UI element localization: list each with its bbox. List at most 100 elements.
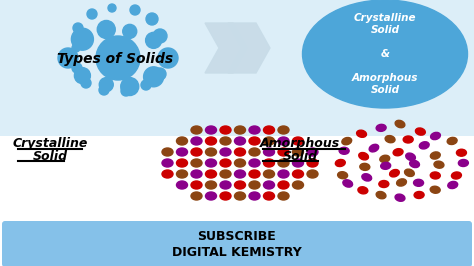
Ellipse shape [220,126,231,134]
Ellipse shape [381,162,391,169]
Ellipse shape [451,172,461,179]
Ellipse shape [220,137,231,145]
Ellipse shape [430,152,440,159]
Ellipse shape [220,192,231,200]
Ellipse shape [335,159,345,167]
Ellipse shape [264,137,274,145]
Text: DIGITAL KEMISTRY: DIGITAL KEMISTRY [172,246,302,259]
Ellipse shape [292,181,303,189]
Text: SUBSCRIBE: SUBSCRIBE [198,230,276,243]
Circle shape [121,77,139,95]
Circle shape [58,48,78,68]
Ellipse shape [249,148,260,156]
Ellipse shape [249,137,260,145]
Circle shape [141,80,151,90]
Circle shape [72,28,93,50]
Circle shape [123,24,137,38]
Text: Types of Solids: Types of Solids [57,52,173,66]
Ellipse shape [390,169,399,177]
Ellipse shape [278,170,289,178]
Ellipse shape [376,124,386,131]
Ellipse shape [458,160,468,167]
Ellipse shape [191,126,202,134]
Ellipse shape [393,149,403,156]
Ellipse shape [220,159,231,167]
Ellipse shape [307,170,318,178]
Circle shape [99,78,113,92]
Ellipse shape [162,148,173,156]
Ellipse shape [337,172,347,179]
Ellipse shape [359,152,368,160]
Bar [0,0,474,136]
Circle shape [158,48,178,68]
Ellipse shape [191,192,202,200]
Ellipse shape [235,148,246,156]
Text: Crystalline
Solid

&

Amorphous
Solid: Crystalline Solid & Amorphous Solid [352,13,418,95]
Ellipse shape [235,181,246,189]
Ellipse shape [278,137,289,145]
Ellipse shape [264,148,274,156]
Ellipse shape [176,170,188,178]
Ellipse shape [406,153,415,161]
Ellipse shape [413,179,424,186]
Ellipse shape [358,187,368,194]
Ellipse shape [235,126,246,134]
Text: Amorphous: Amorphous [260,138,340,151]
Ellipse shape [376,192,386,199]
Ellipse shape [302,0,467,108]
Ellipse shape [220,181,231,189]
Ellipse shape [403,136,413,143]
Ellipse shape [278,126,289,134]
Ellipse shape [162,159,173,167]
Circle shape [96,36,140,80]
Ellipse shape [430,186,440,193]
Ellipse shape [278,192,289,200]
Circle shape [130,5,140,15]
Circle shape [159,53,169,63]
Ellipse shape [397,179,406,186]
Ellipse shape [264,159,274,167]
Ellipse shape [419,142,429,149]
Ellipse shape [235,192,246,200]
Ellipse shape [206,181,217,189]
Circle shape [108,4,116,12]
Ellipse shape [434,161,444,168]
Ellipse shape [278,181,289,189]
Ellipse shape [249,126,260,134]
Ellipse shape [278,148,289,156]
Ellipse shape [264,192,274,200]
Ellipse shape [206,137,217,145]
Ellipse shape [206,126,217,134]
Ellipse shape [264,170,274,178]
Ellipse shape [176,148,188,156]
Ellipse shape [339,147,349,154]
Ellipse shape [342,138,352,145]
Ellipse shape [356,130,366,137]
Ellipse shape [191,148,202,156]
Ellipse shape [235,137,246,145]
Ellipse shape [343,180,353,187]
Ellipse shape [249,159,260,167]
Ellipse shape [249,170,260,178]
Circle shape [74,68,91,84]
Ellipse shape [176,137,188,145]
Ellipse shape [220,170,231,178]
Ellipse shape [206,192,217,200]
Ellipse shape [415,128,425,135]
Circle shape [146,32,162,48]
FancyBboxPatch shape [2,221,472,266]
Text: Solid: Solid [283,149,318,163]
Ellipse shape [206,159,217,167]
Ellipse shape [307,148,318,156]
Ellipse shape [369,144,379,152]
Ellipse shape [380,155,390,163]
Ellipse shape [278,159,289,167]
Ellipse shape [191,181,202,189]
Circle shape [72,63,82,73]
Ellipse shape [414,192,424,198]
Ellipse shape [206,148,217,156]
Ellipse shape [264,181,274,189]
Ellipse shape [410,160,419,168]
Ellipse shape [362,174,372,181]
Ellipse shape [379,181,389,188]
